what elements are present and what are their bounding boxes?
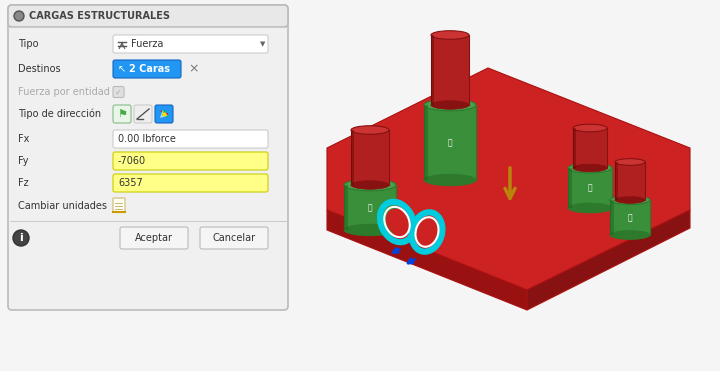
Ellipse shape xyxy=(573,164,607,172)
Polygon shape xyxy=(573,128,607,168)
Polygon shape xyxy=(610,200,614,235)
Polygon shape xyxy=(344,185,348,230)
FancyBboxPatch shape xyxy=(113,174,268,192)
FancyBboxPatch shape xyxy=(8,5,288,27)
FancyBboxPatch shape xyxy=(200,227,268,249)
Circle shape xyxy=(16,13,22,20)
Circle shape xyxy=(13,230,29,246)
Circle shape xyxy=(14,232,27,244)
Ellipse shape xyxy=(431,31,469,39)
Text: -7060: -7060 xyxy=(118,156,146,166)
Text: 🔒: 🔒 xyxy=(368,203,372,212)
Text: ↖: ↖ xyxy=(118,64,126,74)
FancyBboxPatch shape xyxy=(155,105,173,123)
Text: Cancelar: Cancelar xyxy=(212,233,256,243)
Text: Cambiar unidades: Cambiar unidades xyxy=(18,201,107,211)
Ellipse shape xyxy=(610,230,650,240)
Ellipse shape xyxy=(351,181,389,189)
Text: Aceptar: Aceptar xyxy=(135,233,173,243)
Text: 6357: 6357 xyxy=(118,178,143,188)
Ellipse shape xyxy=(615,197,645,203)
Ellipse shape xyxy=(351,126,389,134)
Polygon shape xyxy=(568,168,612,208)
Polygon shape xyxy=(327,210,527,310)
Text: Tipo de dirección: Tipo de dirección xyxy=(18,109,101,119)
FancyBboxPatch shape xyxy=(113,130,268,148)
Ellipse shape xyxy=(610,196,650,204)
FancyBboxPatch shape xyxy=(113,105,131,123)
Text: 0.00 lbforce: 0.00 lbforce xyxy=(118,134,176,144)
Ellipse shape xyxy=(417,219,437,245)
FancyBboxPatch shape xyxy=(113,152,268,170)
Text: 🔒: 🔒 xyxy=(588,184,593,193)
Polygon shape xyxy=(568,168,572,208)
Polygon shape xyxy=(431,35,434,105)
Ellipse shape xyxy=(386,209,408,235)
Text: 🔒: 🔒 xyxy=(448,138,452,147)
Polygon shape xyxy=(424,105,476,180)
Text: Fy: Fy xyxy=(18,156,29,166)
Text: Fx: Fx xyxy=(18,134,30,144)
Polygon shape xyxy=(610,200,650,235)
Text: CARGAS ESTRUCTURALES: CARGAS ESTRUCTURALES xyxy=(29,11,170,21)
Ellipse shape xyxy=(615,159,645,165)
Ellipse shape xyxy=(424,99,476,111)
Text: Tipo: Tipo xyxy=(18,39,38,49)
FancyBboxPatch shape xyxy=(113,198,125,212)
Ellipse shape xyxy=(431,101,469,109)
Ellipse shape xyxy=(344,179,396,191)
FancyBboxPatch shape xyxy=(120,227,188,249)
FancyBboxPatch shape xyxy=(113,86,124,98)
Polygon shape xyxy=(327,68,690,290)
Polygon shape xyxy=(351,130,389,185)
Circle shape xyxy=(14,11,24,21)
Text: Fuerza: Fuerza xyxy=(131,39,163,49)
Text: i: i xyxy=(19,233,23,243)
FancyBboxPatch shape xyxy=(113,60,181,78)
Polygon shape xyxy=(527,210,690,310)
Ellipse shape xyxy=(573,124,607,132)
Polygon shape xyxy=(573,128,576,168)
Ellipse shape xyxy=(424,174,476,186)
Ellipse shape xyxy=(568,203,612,213)
Text: ▼: ▼ xyxy=(260,41,266,47)
Polygon shape xyxy=(615,162,618,200)
Text: Fz: Fz xyxy=(18,178,29,188)
Text: ×: × xyxy=(188,62,199,76)
Polygon shape xyxy=(615,162,645,200)
Polygon shape xyxy=(351,130,354,185)
Ellipse shape xyxy=(568,163,612,173)
Text: Destinos: Destinos xyxy=(18,64,60,74)
FancyBboxPatch shape xyxy=(113,35,268,53)
Polygon shape xyxy=(344,185,396,230)
Text: Fuerza por entidad: Fuerza por entidad xyxy=(18,87,110,97)
Text: ⚑: ⚑ xyxy=(117,109,127,119)
Text: ✓: ✓ xyxy=(115,88,122,96)
Ellipse shape xyxy=(344,224,396,236)
Text: 🔒: 🔒 xyxy=(628,213,632,222)
Polygon shape xyxy=(431,35,469,105)
Text: 2 Caras: 2 Caras xyxy=(129,64,170,74)
FancyBboxPatch shape xyxy=(134,105,152,123)
Polygon shape xyxy=(424,105,428,180)
FancyBboxPatch shape xyxy=(8,5,288,310)
